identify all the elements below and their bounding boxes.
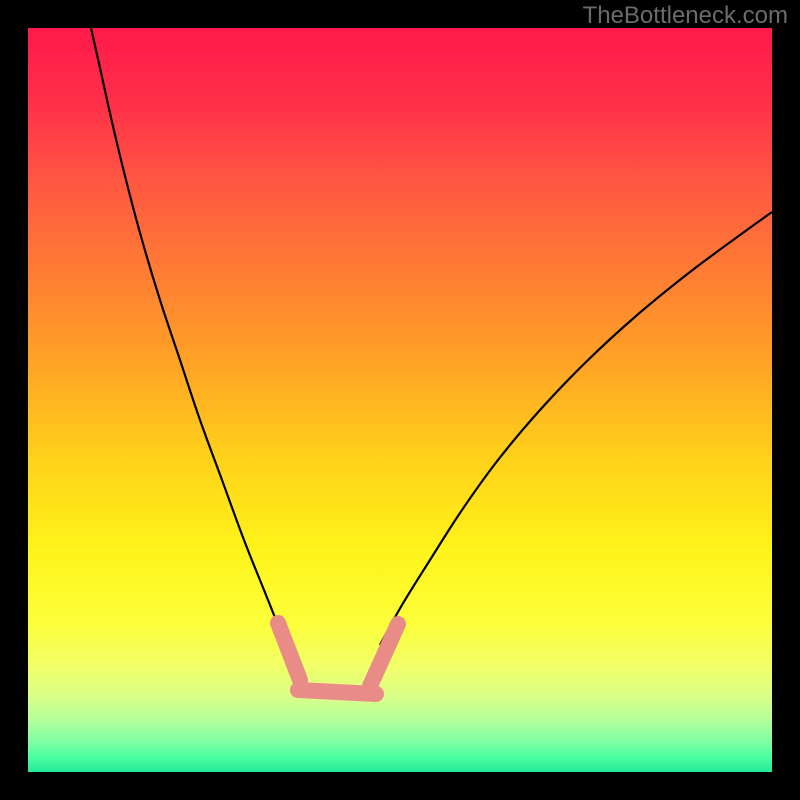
watermark-text: TheBottleneck.com	[583, 2, 788, 30]
plot-gradient-background	[28, 28, 772, 772]
chart-container: TheBottleneck.com	[0, 0, 800, 800]
bottleneck-chart	[0, 0, 800, 800]
